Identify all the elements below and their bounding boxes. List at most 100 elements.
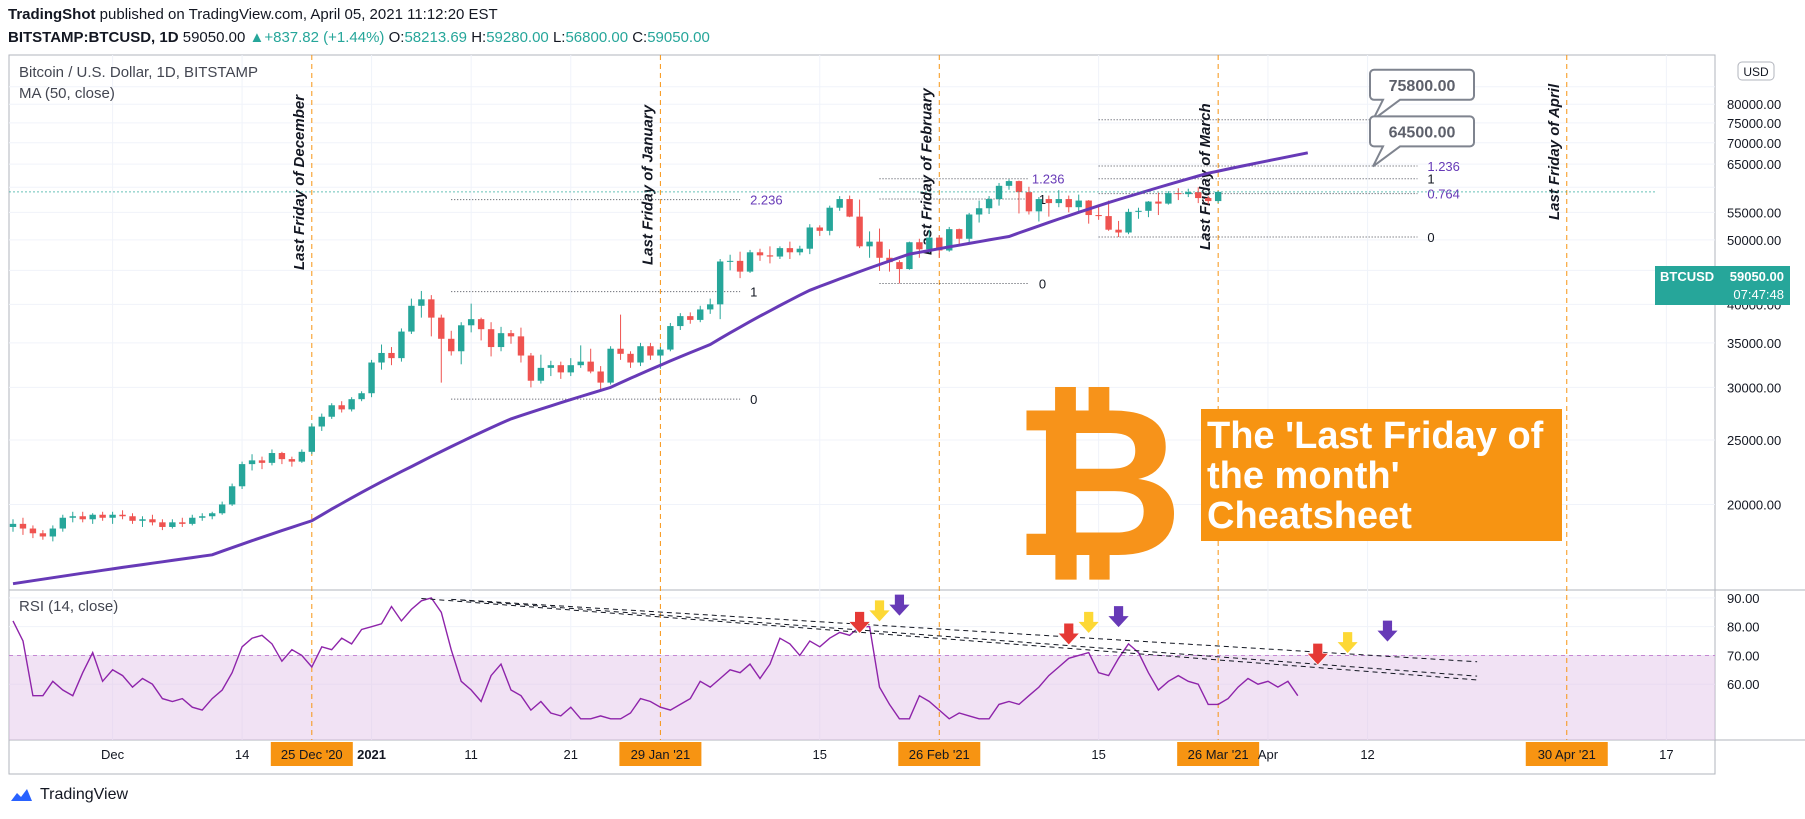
candle-body: [567, 365, 574, 373]
candle-body: [258, 460, 266, 463]
cheatsheet-line-2: the month': [1207, 455, 1400, 497]
cheatsheet-box: The 'Last Friday of the month' Cheatshee…: [1201, 409, 1562, 541]
tradingview-brand: TradingView: [40, 786, 129, 803]
last-friday-label: Last Friday of December: [291, 94, 308, 270]
bitcoin-logo: ₿: [1012, 360, 1183, 605]
rsi-line: [12, 597, 1299, 720]
candle-body: [1115, 229, 1122, 233]
price-tick-label: 70000.00: [1727, 136, 1781, 151]
candle-body: [418, 299, 425, 306]
candle-body: [179, 522, 186, 524]
time-tick-label: 15: [813, 747, 827, 762]
candle-body: [856, 216, 863, 247]
last-friday-label: Last Friday of March: [1197, 103, 1214, 250]
candle-body: [736, 260, 744, 272]
last-friday-date-tag: [898, 742, 981, 766]
candle-body: [119, 514, 126, 517]
fib-level-label: 1: [1039, 192, 1046, 207]
last-friday-date: 26 Feb '21: [909, 747, 970, 762]
last-friday-date-tag: [270, 742, 353, 766]
ohlc-line: BITSTAMP:BTCUSD, 1D 59050.00 ▲+837.82 (+…: [8, 29, 710, 46]
candle-body: [169, 522, 176, 527]
candle-body: [766, 255, 774, 257]
candle-body: [298, 451, 306, 462]
last-friday-date-tag: [1525, 742, 1608, 766]
candle-body: [1025, 192, 1033, 212]
last-friday-label: Last Friday of April: [1546, 83, 1563, 220]
candle-body: [29, 528, 37, 534]
high-value: 59280.00: [486, 29, 549, 46]
price-label-symbol: BTCUSD: [1660, 269, 1714, 284]
chart-canvas[interactable]: Last Friday of December 25 Dec '20 Last Fr…: [0, 50, 1805, 780]
candle-body: [1205, 198, 1212, 202]
rsi-arrow-icon: [867, 599, 892, 623]
rsi-band: [9, 655, 1715, 740]
price-tick-label: 80000.00: [1727, 97, 1781, 112]
candle-body: [836, 199, 843, 208]
candles: [9, 179, 1222, 542]
rsi-arrow-icon: [847, 611, 872, 635]
time-tick-label: Dec: [101, 747, 125, 762]
target-callout-value: 64500.00: [1389, 124, 1456, 141]
target-callout-box: [1369, 68, 1475, 121]
time-tick-label: 17: [1659, 747, 1673, 762]
rsi-arrow-icon: [1056, 622, 1081, 646]
rsi-pane: 90.00 80.00 70.00 60.00: [12, 591, 1760, 720]
candle-body: [726, 260, 734, 262]
ma-legend: MA (50, close): [19, 85, 115, 102]
candle-body: [1035, 199, 1043, 212]
candle-body: [99, 514, 106, 518]
currency-badge[interactable]: USD: [1737, 61, 1775, 81]
tradingview-cloud-icon: [11, 789, 32, 801]
candle-body: [338, 405, 345, 410]
candle-body: [199, 516, 206, 518]
candle-body: [975, 208, 983, 215]
cheatsheet-line-1: The 'Last Friday of: [1207, 415, 1544, 457]
candle-body: [597, 371, 604, 383]
candle-body: [557, 365, 564, 373]
price-tick-label: 30000.00: [1727, 380, 1781, 395]
symbol-label[interactable]: BITSTAMP:BTCUSD, 1D: [8, 29, 179, 46]
candle-body: [547, 365, 555, 368]
fib-level-label: 1: [1427, 172, 1434, 187]
publisher-name[interactable]: TradingShot: [8, 6, 96, 23]
rsi-legend: RSI (14, close): [19, 598, 118, 615]
candle-body: [218, 504, 226, 514]
last-friday-date-tag: [619, 742, 702, 766]
candle-body: [896, 262, 903, 270]
rsi-arrow-icon: [1375, 619, 1400, 643]
candle-body: [69, 516, 76, 518]
tradingview-footer[interactable]: TradingView: [8, 786, 128, 804]
candle-body: [1065, 199, 1072, 208]
time-axis[interactable]: Dec 14 2021 11 21 15 15 Apr 12 17: [101, 747, 1674, 762]
price-tick-label: 35000.00: [1727, 336, 1781, 351]
candle-body: [477, 319, 485, 330]
candle-body: [1175, 193, 1182, 195]
candle-body: [607, 348, 614, 383]
candle-body: [288, 459, 296, 462]
target-callouts[interactable]: 75800.00 64500.00: [1369, 68, 1475, 168]
candle-body: [1005, 181, 1013, 186]
candle-body: [89, 514, 96, 520]
candle-body: [467, 319, 475, 326]
fib-level-label: 0: [1039, 276, 1046, 291]
target-callout-value: 75800.00: [1389, 78, 1456, 95]
candle-body: [19, 523, 27, 529]
candle-body: [278, 453, 286, 460]
fib-level-label: 1: [750, 285, 757, 300]
candle-body: [368, 362, 375, 394]
last-price: 59050.00: [182, 29, 246, 46]
last-friday-label: Last Friday of February: [918, 88, 935, 255]
candle-body: [826, 207, 833, 231]
candle-body: [647, 346, 654, 356]
fib-level-label: 0: [750, 392, 757, 407]
candle-body: [149, 519, 156, 523]
rsi-arrow-icon: [1335, 631, 1360, 655]
price-label-countdown: 07:47:48: [1733, 287, 1784, 302]
candle-body: [587, 361, 594, 372]
fib-level-label: 2.236: [750, 193, 783, 208]
candle-body: [408, 305, 415, 332]
price-axis[interactable]: 80000.00 75000.00 70000.00 65000.00 55000.00…: [1727, 97, 1781, 512]
candle-body: [1015, 181, 1023, 193]
